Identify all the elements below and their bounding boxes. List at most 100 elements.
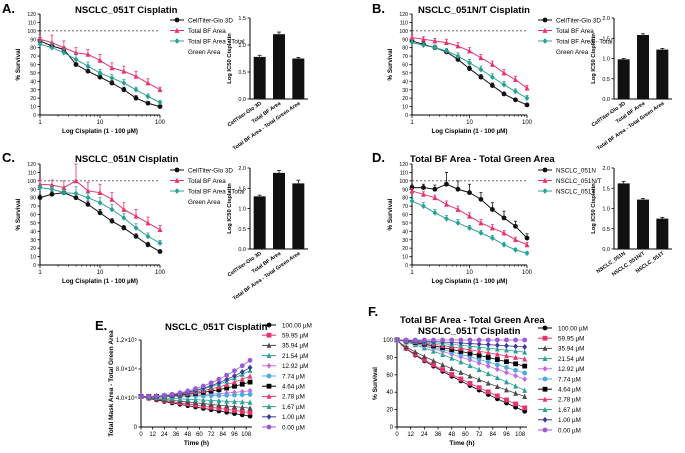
data-point [121,87,127,93]
data-point [458,369,464,375]
y-tick-label: 20 [402,96,408,102]
legend-label: Total BF Area - Total [188,39,245,46]
legend-swatch-marker [542,396,548,402]
x-tick-label: 0 [395,432,399,438]
y-axis-label: % Survival [15,198,22,230]
data-point [467,48,472,54]
y-tick-label: 100 [399,179,408,185]
bar [292,58,305,99]
data-point [485,355,491,360]
data-point [421,203,426,209]
data-point [216,402,222,408]
data-point [409,188,415,194]
x-tick-label: 60 [196,432,203,438]
data-point [467,225,472,231]
y-tick-label: 70 [402,54,408,60]
bar [253,56,266,99]
panel-b-legend: CellTiter-Glo 3D Total BF Area Total BF Ar… [538,18,613,56]
data-point [522,349,528,355]
y-tick-label: 60 [30,63,36,69]
bar [253,196,266,249]
data-point [85,194,91,201]
y-tick-label: 1.5 [602,186,610,192]
bar [637,199,649,249]
legend-label: 1.67 µM [282,404,305,411]
data-point [485,389,491,395]
data-point [449,355,455,361]
x-axis-label: Log Cisplatin (1 - 100 µM) [431,278,507,285]
data-point [412,349,418,355]
y-tick-label: 0.5 [602,77,610,83]
legend-label: 2.78 µM [558,397,581,404]
data-point [455,57,461,62]
data-point [458,376,464,382]
data-point [494,342,500,349]
y-tick-label: 2.0 [602,166,610,172]
panel-f-line-chart: 0 20 40 60 80 100 0 12 24 36 48 60 72 84 96 108 Time (h)… [372,337,528,447]
data-point [85,202,91,207]
data-point [458,359,464,365]
x-tick-label: 48 [448,432,455,438]
data-point [478,66,484,73]
legend-label: 35.94 µM [558,346,584,353]
data-point [444,181,449,187]
panel-f-title: Total BF Area - Total Green Area [400,315,545,326]
data-point [476,337,482,343]
data-point [85,68,91,74]
y-tick-label: 4.0×10⁴ [116,395,138,402]
data-point [37,41,43,48]
data-point [224,385,230,391]
data-point [455,53,461,59]
data-point [522,393,528,399]
legend-label: 1.00 µM [558,417,581,424]
y-tick-label: 110 [28,20,36,26]
data-point [409,34,415,40]
y-tick-label: 10 [30,105,36,111]
bar [656,218,669,249]
data-point [504,342,509,349]
data-point [421,357,427,363]
data-point [232,403,237,410]
legend-label: CellTiter-Glo 3D [556,18,601,25]
x-tick-label: 1 [38,270,42,276]
data-point [513,401,518,407]
y-axis-label: Log IC50 Cisplatin [227,33,233,84]
data-point [494,337,500,343]
data-point [247,364,253,371]
legend-label: 4.64 µM [282,384,305,391]
legend-swatch-marker [542,416,548,423]
legend-swatch-marker [266,403,272,409]
data-point [455,43,461,49]
data-point [476,357,482,362]
y-tick-label: 90 [30,187,36,193]
data-point [485,363,491,370]
legend-label: CellTiter-Glo 3D [188,168,233,175]
y-tick-label: 20 [30,246,36,252]
data-point [444,201,449,207]
data-point [208,404,214,410]
legend-swatch-marker [174,188,180,194]
data-point [121,225,127,231]
y-tick-label: 0 [390,425,394,431]
data-point [239,388,245,395]
data-point [478,230,484,236]
data-point [145,220,151,226]
data-point [458,345,464,351]
x-tick-label: 10 [97,120,104,126]
legend-label: CellTiter-Glo 3D [188,18,233,25]
data-point [97,57,103,63]
legend-swatch-marker [542,27,548,33]
y-tick-label: 1.5 [238,16,246,22]
legend-swatch-marker [542,325,548,331]
data-point [37,184,43,191]
data-point [185,388,191,394]
data-point [467,337,473,343]
data-point [467,380,473,386]
legend-label: 2.78 µM [282,394,305,401]
data-point [522,356,528,362]
data-point [49,191,55,197]
